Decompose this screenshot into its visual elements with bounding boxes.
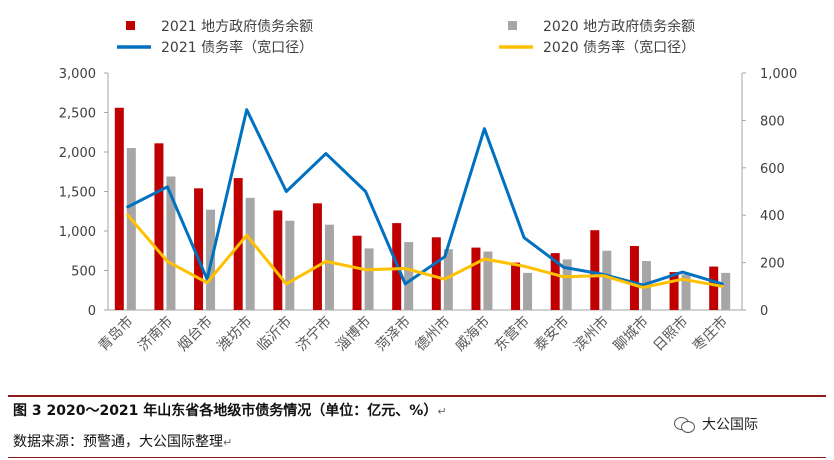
right-tick-label: 400 (760, 209, 785, 224)
bar-2020-14 (681, 274, 691, 310)
data-source: 数据来源：预警通，大公国际整理↵ (13, 431, 232, 451)
bar-2021-10 (511, 262, 521, 310)
right-tick-label: 1,000 (760, 67, 797, 82)
x-tick-label: 临沂市 (253, 313, 295, 355)
right-tick-label: 600 (760, 162, 785, 177)
brand-badge: 大公国际 (674, 414, 758, 434)
left-tick-label: 3,000 (59, 67, 96, 82)
legend-2021-balance-swatch (126, 21, 135, 30)
legend-2020-ratio-label: 2020 债务率（宽口径） (543, 39, 695, 56)
bar-2020-11 (562, 259, 572, 310)
bar-2020-3 (245, 197, 255, 310)
left-tick-label: 1,000 (59, 225, 96, 240)
caption-return-mark: ↵ (437, 405, 447, 418)
footer-rule-bottom (8, 457, 826, 458)
x-tick-label: 潍坊市 (214, 313, 256, 355)
bar-2020-4 (285, 220, 295, 310)
bar-2021-13 (629, 246, 639, 310)
bar-2021-8 (431, 237, 441, 310)
legend-2020-balance-swatch (508, 21, 517, 30)
x-tick-label: 济宁市 (293, 313, 335, 355)
bar-2020-7 (404, 242, 414, 310)
legend-2021-balance-label: 2021 地方政府债务余额 (161, 18, 313, 35)
footer-rule-top (8, 395, 826, 397)
x-tick-label: 济南市 (135, 313, 177, 355)
x-tick-label: 日照市 (650, 313, 692, 355)
right-tick-label: 800 (760, 114, 785, 129)
bar-2021-15 (709, 266, 719, 310)
line-2021-debt-ratio (126, 108, 724, 287)
source-text: 数据来源：预警通，大公国际整理 (13, 434, 223, 450)
bar-2021-11 (550, 253, 560, 310)
wechat-icon (674, 415, 696, 433)
left-tick-label: 0 (88, 304, 96, 319)
x-tick-label: 滨州市 (570, 313, 612, 355)
bar-2021-5 (312, 203, 322, 310)
x-tick-label: 威海市 (452, 313, 494, 355)
line-2020-debt-ratio (126, 213, 724, 289)
lines (126, 108, 724, 289)
bar-2020-1 (166, 176, 176, 310)
x-tick-label: 菏泽市 (372, 313, 414, 355)
left-tick-label: 2,500 (59, 107, 96, 122)
right-tick-label: 200 (760, 257, 785, 272)
axes: 0 500 1,000 1,500 2,000 2,500 3,000 0 200 400 600 8… (59, 67, 797, 319)
left-tick-label: 500 (71, 265, 96, 280)
x-tick-label: 淄博市 (333, 313, 375, 355)
x-tick-label: 德州市 (412, 313, 454, 355)
chart-area: 2021 地方政府债务余额 2020 地方政府债务余额 2021 债务率（宽口径） 2… (59, 18, 797, 355)
bar-2020-10 (523, 272, 533, 310)
bar-2021-2 (194, 188, 204, 310)
bar-2020-12 (602, 250, 612, 310)
x-axis-labels: 青岛市济南市烟台市潍坊市临沂市济宁市淄博市菏泽市德州市威海市东营市泰安市滨州市聊… (95, 313, 731, 355)
bar-2021-9 (471, 247, 481, 310)
bar-2020-0 (126, 148, 136, 310)
bar-2020-9 (483, 251, 493, 310)
right-tick-label: 0 (760, 304, 768, 319)
bar-2021-1 (154, 143, 164, 310)
left-tick-label: 2,000 (59, 146, 96, 161)
bar-2021-6 (352, 235, 362, 310)
left-tick-label: 1,500 (59, 186, 96, 201)
brand-name: 大公国际 (702, 417, 758, 433)
source-return-mark: ↵ (223, 436, 233, 449)
legend-2020-balance-label: 2020 地方政府债务余额 (543, 18, 695, 35)
x-tick-label: 东营市 (491, 313, 533, 355)
x-tick-label: 青岛市 (95, 313, 137, 355)
bar-2021-12 (590, 230, 600, 310)
caption-text: 图 3 2020～2021 年山东省各地级市债务情况（单位：亿元、%） (13, 403, 438, 419)
bar-2021-4 (273, 210, 283, 310)
legend-2021-ratio-label: 2021 债务率（宽口径） (161, 39, 313, 56)
x-tick-label: 烟台市 (174, 313, 216, 355)
legend: 2021 地方政府债务余额 2020 地方政府债务余额 2021 债务率（宽口径） 2… (117, 18, 695, 56)
bar-2021-14 (669, 272, 679, 310)
x-tick-label: 枣庄市 (689, 313, 731, 355)
bar-2020-6 (364, 248, 374, 310)
x-tick-label: 泰安市 (531, 313, 573, 355)
bar-2020-8 (443, 249, 453, 310)
bar-2020-15 (721, 272, 731, 310)
x-tick-label: 聊城市 (610, 313, 652, 355)
bar-2020-5 (324, 224, 334, 310)
figure-caption: 图 3 2020～2021 年山东省各地级市债务情况（单位：亿元、%）↵ (13, 400, 447, 420)
bar-2021-0 (114, 107, 124, 310)
